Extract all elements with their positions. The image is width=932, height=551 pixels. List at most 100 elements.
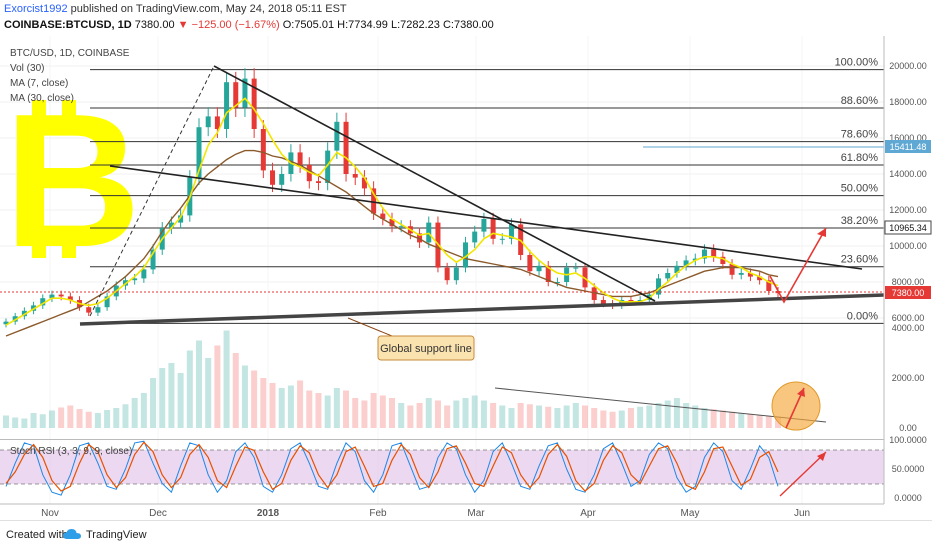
volume-bar xyxy=(352,398,359,428)
candle-body xyxy=(674,265,680,273)
volume-bar xyxy=(58,407,65,428)
volume-bar xyxy=(361,400,368,428)
candle-body xyxy=(150,249,156,270)
volume-bar xyxy=(453,400,460,428)
volume-bar xyxy=(471,395,478,428)
candle-body xyxy=(600,300,606,304)
candle-body xyxy=(536,265,542,272)
candle-body xyxy=(766,280,772,291)
candle-body xyxy=(463,242,469,268)
stoch-d-line xyxy=(5,441,779,492)
volume-bar xyxy=(76,409,83,428)
volume-bar xyxy=(370,393,377,428)
support-callout-text: Global support line xyxy=(380,343,472,355)
chart-canvas[interactable]: B 100.00% 88.60% 78.60% 61.80% 50.00% 38.20% 2… xyxy=(0,36,932,520)
price-tick-label: 12000.00 xyxy=(889,205,927,215)
volume-bar xyxy=(21,418,28,428)
price-axis[interactable] xyxy=(884,36,932,520)
price-badge-text: 7380.00 xyxy=(892,288,925,298)
candle-body xyxy=(591,287,597,300)
candle-body xyxy=(508,224,514,239)
candle-body xyxy=(453,267,459,281)
volume-bar xyxy=(278,388,285,428)
volume-bar xyxy=(729,411,736,428)
volume-bar xyxy=(269,383,276,428)
price-tick-label: 14000.00 xyxy=(889,169,927,179)
ohlc-line: COINBASE:BTCUSD, 1D 7380.00 ▼ −125.00 (−… xyxy=(4,19,494,31)
ma30-line xyxy=(5,149,779,337)
volume-bar xyxy=(104,410,111,428)
price-tick-label: 18000.00 xyxy=(889,97,927,107)
volume-bar xyxy=(526,404,533,428)
time-tick-label: 2018 xyxy=(257,508,280,519)
volume-bar xyxy=(241,365,248,428)
volume-bar xyxy=(150,378,157,428)
candle-body xyxy=(720,256,726,264)
legend-ma7[interactable]: MA (7, close) xyxy=(10,78,69,89)
volume-bar xyxy=(30,413,37,428)
volume-bar xyxy=(287,385,294,428)
volume-bar xyxy=(214,345,221,428)
volume-bar xyxy=(747,414,754,428)
candle-body xyxy=(233,82,239,108)
volume-bar xyxy=(701,408,708,428)
low-value: L:7282.23 xyxy=(390,19,440,31)
volume-bar xyxy=(131,398,138,428)
candles xyxy=(3,68,781,328)
candle-body xyxy=(628,300,634,302)
candle-body xyxy=(426,222,432,243)
volume-bar xyxy=(692,405,699,428)
candle-body xyxy=(251,78,257,129)
volume-bar xyxy=(499,405,506,428)
volume-bar xyxy=(434,400,441,428)
candle-body xyxy=(701,249,707,259)
volume-bar xyxy=(646,405,653,428)
volume-bar xyxy=(113,408,120,428)
fib-label: 100.00% xyxy=(835,57,879,69)
volume-bar xyxy=(85,411,92,428)
candle-body xyxy=(40,298,46,306)
resistance-trendline[interactable] xyxy=(109,165,863,270)
stoch-tick-label: 0.0000 xyxy=(894,493,922,503)
volume-bar xyxy=(232,353,239,428)
chart-legend: BTC/USD, 1D, COINBASE Vol (30) MA (7, cl… xyxy=(10,46,129,106)
volume-bar xyxy=(627,408,634,428)
global-support-line[interactable] xyxy=(79,293,885,326)
volume-bar xyxy=(177,373,184,428)
descending-trendline[interactable] xyxy=(213,65,656,302)
candle-body xyxy=(518,224,524,255)
candle-body xyxy=(398,226,404,228)
tradingview-brand[interactable]: TradingView xyxy=(86,529,147,541)
legend-ma30[interactable]: MA (30, close) xyxy=(10,93,74,104)
volume-bar xyxy=(480,400,487,428)
volume-bar xyxy=(609,411,616,428)
volume-bar xyxy=(554,408,561,428)
volume-bar xyxy=(260,378,267,428)
legend-vol[interactable]: Vol (30) xyxy=(10,63,45,74)
candle-body xyxy=(214,116,220,129)
volume-bar xyxy=(572,403,579,428)
volume-bar xyxy=(462,398,469,428)
price-badge xyxy=(885,286,931,299)
volume-bar xyxy=(655,403,662,428)
high-value: H:7734.99 xyxy=(337,19,388,31)
stoch-axis-ticks: 100.0000 50.0000 0.0000 xyxy=(889,435,927,503)
fib-label: 38.20% xyxy=(841,215,879,227)
candle-body xyxy=(637,300,643,302)
candle-body xyxy=(481,219,487,232)
candle-body xyxy=(371,188,377,214)
volume-bar xyxy=(425,398,432,428)
time-tick-label: Jun xyxy=(794,508,810,519)
price-tick-label: 20000.00 xyxy=(889,61,927,71)
level-badge xyxy=(885,140,931,153)
support-callout[interactable] xyxy=(377,335,475,361)
volume-bar xyxy=(251,370,258,428)
fib-label: 50.00% xyxy=(841,183,879,195)
volume-tick-label: 4000.00 xyxy=(892,323,925,333)
author-link[interactable]: Exorcist1992 xyxy=(4,3,68,15)
publish-line: Exorcist1992 published on TradingView.co… xyxy=(4,3,347,15)
volume-bar xyxy=(591,408,598,428)
candle-body xyxy=(49,294,55,299)
candle-body xyxy=(315,181,321,183)
volume-bar xyxy=(324,395,331,428)
